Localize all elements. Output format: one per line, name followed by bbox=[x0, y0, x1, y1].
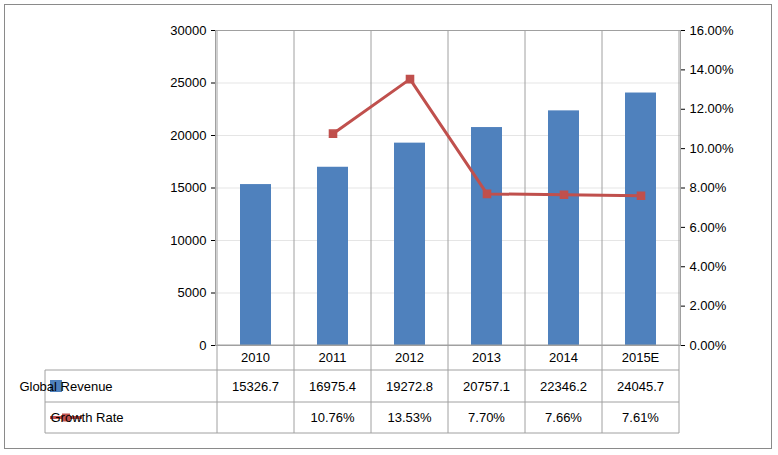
svg-text:15000: 15000 bbox=[170, 180, 206, 195]
svg-text:7.61%: 7.61% bbox=[622, 410, 659, 425]
svg-text:8.00%: 8.00% bbox=[690, 180, 727, 195]
svg-text:2012: 2012 bbox=[395, 350, 424, 365]
svg-text:6.00%: 6.00% bbox=[690, 220, 727, 235]
svg-text:Growth Rate: Growth Rate bbox=[51, 410, 124, 425]
svg-text:20757.1: 20757.1 bbox=[463, 379, 510, 394]
svg-text:20000: 20000 bbox=[170, 128, 206, 143]
svg-text:5000: 5000 bbox=[178, 285, 207, 300]
svg-text:14.00%: 14.00% bbox=[690, 62, 735, 77]
svg-text:2.00%: 2.00% bbox=[690, 298, 727, 313]
svg-text:10.76%: 10.76% bbox=[310, 410, 355, 425]
svg-text:12.00%: 12.00% bbox=[690, 101, 735, 116]
svg-text:19272.8: 19272.8 bbox=[386, 379, 433, 394]
svg-text:30000: 30000 bbox=[170, 23, 206, 38]
svg-text:16975.4: 16975.4 bbox=[309, 379, 356, 394]
svg-text:22346.2: 22346.2 bbox=[540, 379, 587, 394]
svg-text:10000: 10000 bbox=[170, 233, 206, 248]
svg-text:2011: 2011 bbox=[319, 350, 347, 365]
svg-text:15326.7: 15326.7 bbox=[232, 379, 279, 394]
svg-text:7.66%: 7.66% bbox=[545, 410, 582, 425]
svg-text:24045.7: 24045.7 bbox=[617, 379, 664, 394]
svg-text:13.53%: 13.53% bbox=[387, 410, 432, 425]
svg-text:Global Revenue: Global Revenue bbox=[19, 379, 112, 394]
svg-text:16.00%: 16.00% bbox=[690, 23, 735, 38]
svg-text:4.00%: 4.00% bbox=[690, 259, 727, 274]
svg-text:0.00%: 0.00% bbox=[690, 338, 727, 353]
svg-text:2014: 2014 bbox=[549, 350, 578, 365]
svg-text:2010: 2010 bbox=[241, 350, 270, 365]
svg-text:0: 0 bbox=[199, 338, 206, 353]
svg-text:2015E: 2015E bbox=[622, 350, 660, 365]
svg-text:25000: 25000 bbox=[170, 75, 206, 90]
svg-text:2013: 2013 bbox=[472, 350, 501, 365]
svg-text:7.70%: 7.70% bbox=[468, 410, 505, 425]
svg-text:10.00%: 10.00% bbox=[690, 141, 735, 156]
